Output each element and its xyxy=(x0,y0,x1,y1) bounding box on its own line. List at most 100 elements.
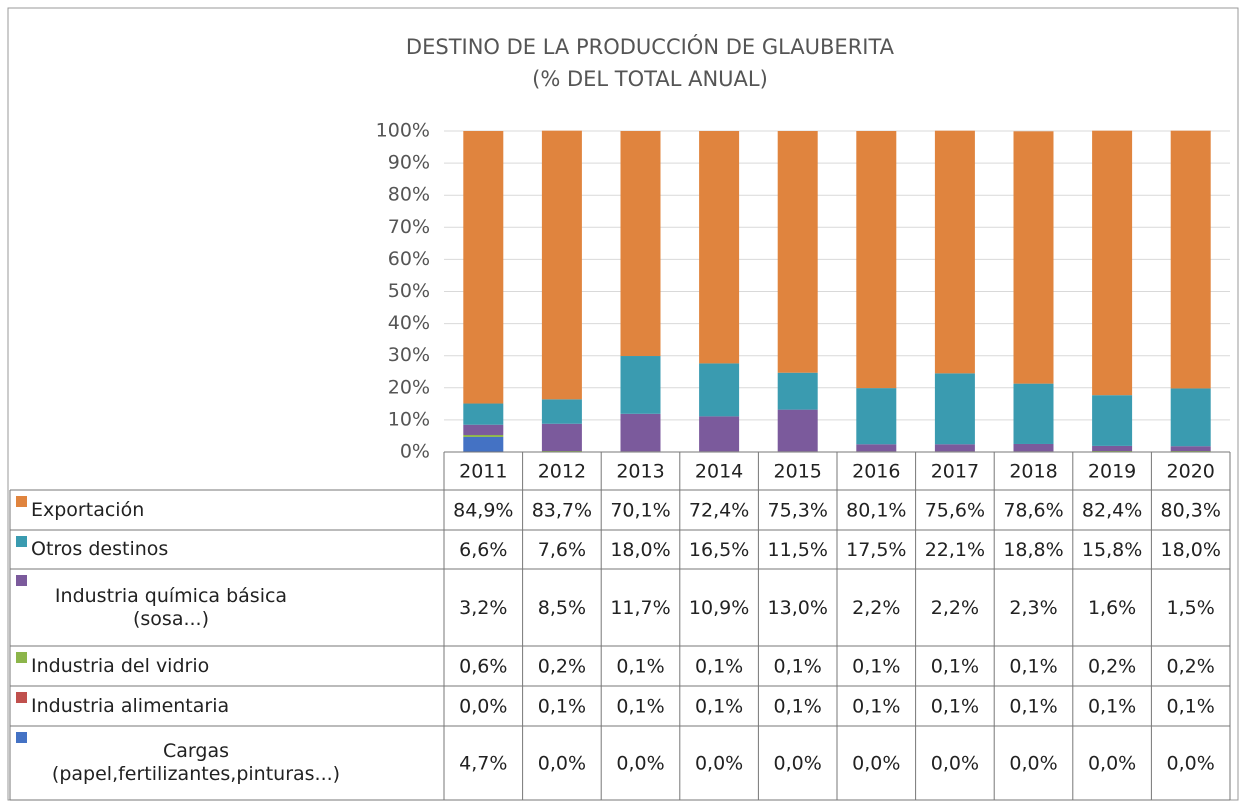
bar-segment xyxy=(934,373,975,445)
legend-entry: Industria del vidrio xyxy=(16,646,436,686)
table-value: 0,0% xyxy=(774,753,822,775)
legend-swatch xyxy=(16,732,27,743)
x-tick-label: 2018 xyxy=(1009,461,1057,483)
table-value: 72,4% xyxy=(689,500,749,522)
table-value: 75,3% xyxy=(768,500,828,522)
legend-label: Industria alimentaria xyxy=(31,694,230,717)
table-value: 70,1% xyxy=(610,500,670,522)
bar-segment xyxy=(541,423,582,452)
legend-swatch xyxy=(16,536,27,547)
bar-segment xyxy=(541,399,582,424)
table-value: 6,6% xyxy=(459,539,507,561)
x-tick-label: 2012 xyxy=(538,461,586,483)
table-value: 0,0% xyxy=(1009,753,1057,775)
legend-label: Otros destinos xyxy=(31,538,169,560)
bar-segment xyxy=(1092,395,1133,446)
table-value: 0,0% xyxy=(1167,753,1215,775)
table-value: 0,2% xyxy=(538,656,586,678)
bar-segment xyxy=(620,131,661,357)
x-tick-label: 2020 xyxy=(1167,461,1215,483)
table-value: 11,5% xyxy=(768,539,828,561)
bar-segment xyxy=(1170,388,1211,447)
table-value: 0,1% xyxy=(538,696,586,718)
y-tick-label: 80% xyxy=(388,184,430,206)
bar-segment xyxy=(856,388,897,445)
table-value: 0,1% xyxy=(852,696,900,718)
bar-segment xyxy=(777,372,818,410)
bar-segment xyxy=(934,130,975,374)
table-value: 0,1% xyxy=(1167,696,1215,718)
table-value: 0,1% xyxy=(695,696,743,718)
x-tick-label: 2017 xyxy=(931,461,979,483)
bar-segment xyxy=(1170,451,1211,452)
x-tick-label: 2019 xyxy=(1088,461,1136,483)
bar-segment xyxy=(934,444,975,452)
table-value: 2,3% xyxy=(1009,597,1057,619)
bar-segment xyxy=(856,131,897,389)
table-value: 0,1% xyxy=(616,656,664,678)
bar-segment xyxy=(1170,130,1211,389)
bar-segment xyxy=(463,436,504,452)
table-value: 0,1% xyxy=(931,696,979,718)
y-tick-label: 10% xyxy=(388,408,430,430)
bar-segment xyxy=(620,413,661,452)
x-tick-label: 2014 xyxy=(695,461,743,483)
table-value: 0,1% xyxy=(1088,696,1136,718)
table-value: 78,6% xyxy=(1003,500,1063,522)
table-value: 83,7% xyxy=(532,500,592,522)
table-value: 84,9% xyxy=(453,500,513,522)
table-value: 0,1% xyxy=(695,656,743,678)
table-value: 0,0% xyxy=(1088,753,1136,775)
table-value: 0,0% xyxy=(931,753,979,775)
table-value: 0,1% xyxy=(774,696,822,718)
legend-label: Industria química básica (sosa...) xyxy=(54,584,288,630)
legend-swatch xyxy=(16,575,27,586)
table-value: 18,8% xyxy=(1003,539,1063,561)
legend-entry: Cargas (papel,fertilizantes,pinturas...) xyxy=(16,726,436,800)
table-value: 80,1% xyxy=(846,500,906,522)
table-value: 18,0% xyxy=(610,539,670,561)
legend-entry: Industria alimentaria xyxy=(16,686,436,726)
bar-segment xyxy=(463,403,504,425)
y-tick-label: 100% xyxy=(376,120,430,142)
legend-entry: Industria química básica (sosa...) xyxy=(16,569,436,646)
legend-swatch xyxy=(16,692,27,703)
chart-title: DESTINO DE LA PRODUCCIÓN DE GLAUBERITA xyxy=(406,34,895,59)
table-value: 0,1% xyxy=(1009,696,1057,718)
table-value: 0,1% xyxy=(774,656,822,678)
table-value: 0,1% xyxy=(852,656,900,678)
bar-segment xyxy=(620,356,661,414)
table-value: 0,0% xyxy=(538,753,586,775)
table-value: 0,0% xyxy=(616,753,664,775)
bar-segment xyxy=(1013,383,1054,444)
bar-segment xyxy=(699,131,740,364)
bar-segment xyxy=(699,416,740,452)
y-tick-label: 20% xyxy=(388,376,430,398)
table-value: 17,5% xyxy=(846,539,906,561)
bar-segment xyxy=(1092,130,1133,396)
bar-segment xyxy=(1092,445,1133,452)
bar-segment xyxy=(1092,451,1133,452)
table-value: 0,1% xyxy=(1009,656,1057,678)
table-value: 16,5% xyxy=(689,539,749,561)
legend-entry: Exportación xyxy=(16,490,436,530)
y-tick-label: 0% xyxy=(400,441,430,463)
bar-segment xyxy=(463,424,504,435)
table-value: 82,4% xyxy=(1082,500,1142,522)
bar-segment xyxy=(463,131,504,404)
table-value: 0,2% xyxy=(1088,656,1136,678)
table-value: 3,2% xyxy=(459,597,507,619)
table-value: 0,0% xyxy=(852,753,900,775)
table-value: 0,6% xyxy=(459,656,507,678)
table-value: 11,7% xyxy=(610,597,670,619)
bar-segment xyxy=(777,131,818,373)
table-value: 1,6% xyxy=(1088,597,1136,619)
table-value: 7,6% xyxy=(538,539,586,561)
table-value: 0,0% xyxy=(695,753,743,775)
x-tick-label: 2011 xyxy=(459,461,507,483)
bar-segment xyxy=(463,434,504,437)
y-tick-label: 70% xyxy=(388,216,430,238)
table-value: 2,2% xyxy=(931,597,979,619)
legend-label: Exportación xyxy=(31,498,145,521)
